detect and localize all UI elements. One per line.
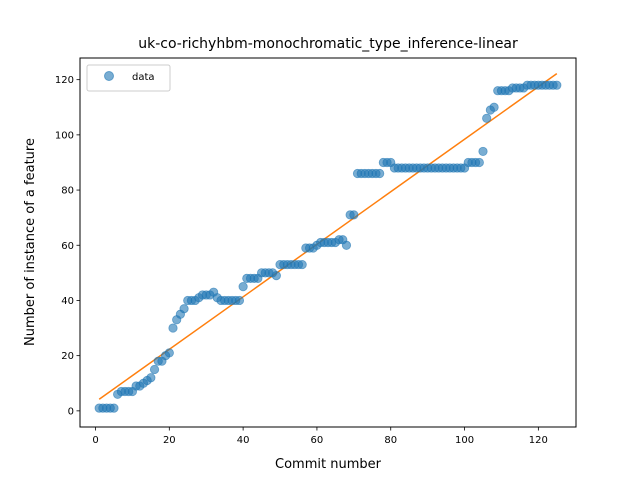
fit-line — [98, 72, 558, 400]
x-axis-label: Commit number — [275, 457, 382, 472]
y-tick-label: 100 — [55, 130, 74, 141]
y-tick-label: 120 — [55, 75, 74, 86]
chart-title: uk-co-richyhbm-monochromatic_type_infere… — [138, 36, 518, 52]
legend: data — [86, 64, 171, 92]
data-points-layer — [94, 80, 562, 413]
x-tick-label: 20 — [163, 435, 176, 446]
data-point — [489, 102, 499, 112]
data-point — [168, 323, 178, 333]
data-point — [341, 240, 352, 250]
data-point — [482, 113, 492, 123]
y-tick-label: 40 — [61, 296, 74, 307]
data-point — [552, 80, 562, 90]
data-point — [164, 348, 174, 358]
x-tick-label: 0 — [92, 435, 98, 446]
data-point — [478, 146, 488, 157]
x-tick-label: 60 — [311, 435, 324, 446]
x-tick-label: 80 — [384, 435, 397, 446]
data-point — [238, 282, 248, 292]
y-tick-label: 20 — [61, 351, 74, 362]
data-point — [109, 403, 119, 413]
data-point — [149, 364, 160, 375]
data-point — [179, 304, 189, 314]
legend-label-data: data — [132, 72, 155, 83]
data-point — [349, 210, 359, 220]
plot-frame — [79, 57, 577, 428]
data-point — [234, 295, 245, 306]
y-axis: 0 20 40 60 80 100 120 — [55, 75, 80, 417]
x-tick-label: 100 — [455, 435, 474, 446]
y-tick-label: 60 — [61, 241, 74, 252]
legend-marker-data — [104, 71, 114, 81]
x-tick-label: 40 — [237, 435, 250, 446]
x-axis: 0 20 40 60 80 100 120 — [92, 427, 548, 446]
y-tick-label: 0 — [68, 406, 74, 417]
legend-box — [86, 64, 171, 92]
data-point — [271, 271, 281, 281]
y-tick-label: 80 — [61, 186, 74, 197]
data-point — [146, 373, 156, 383]
x-tick-label: 120 — [529, 435, 548, 446]
data-point — [297, 259, 307, 270]
data-point — [474, 157, 484, 168]
fit-line-layer — [98, 72, 558, 400]
data-point — [375, 168, 385, 179]
y-axis-label: Number of instance of a feature — [23, 138, 38, 346]
plot-area — [79, 57, 577, 428]
